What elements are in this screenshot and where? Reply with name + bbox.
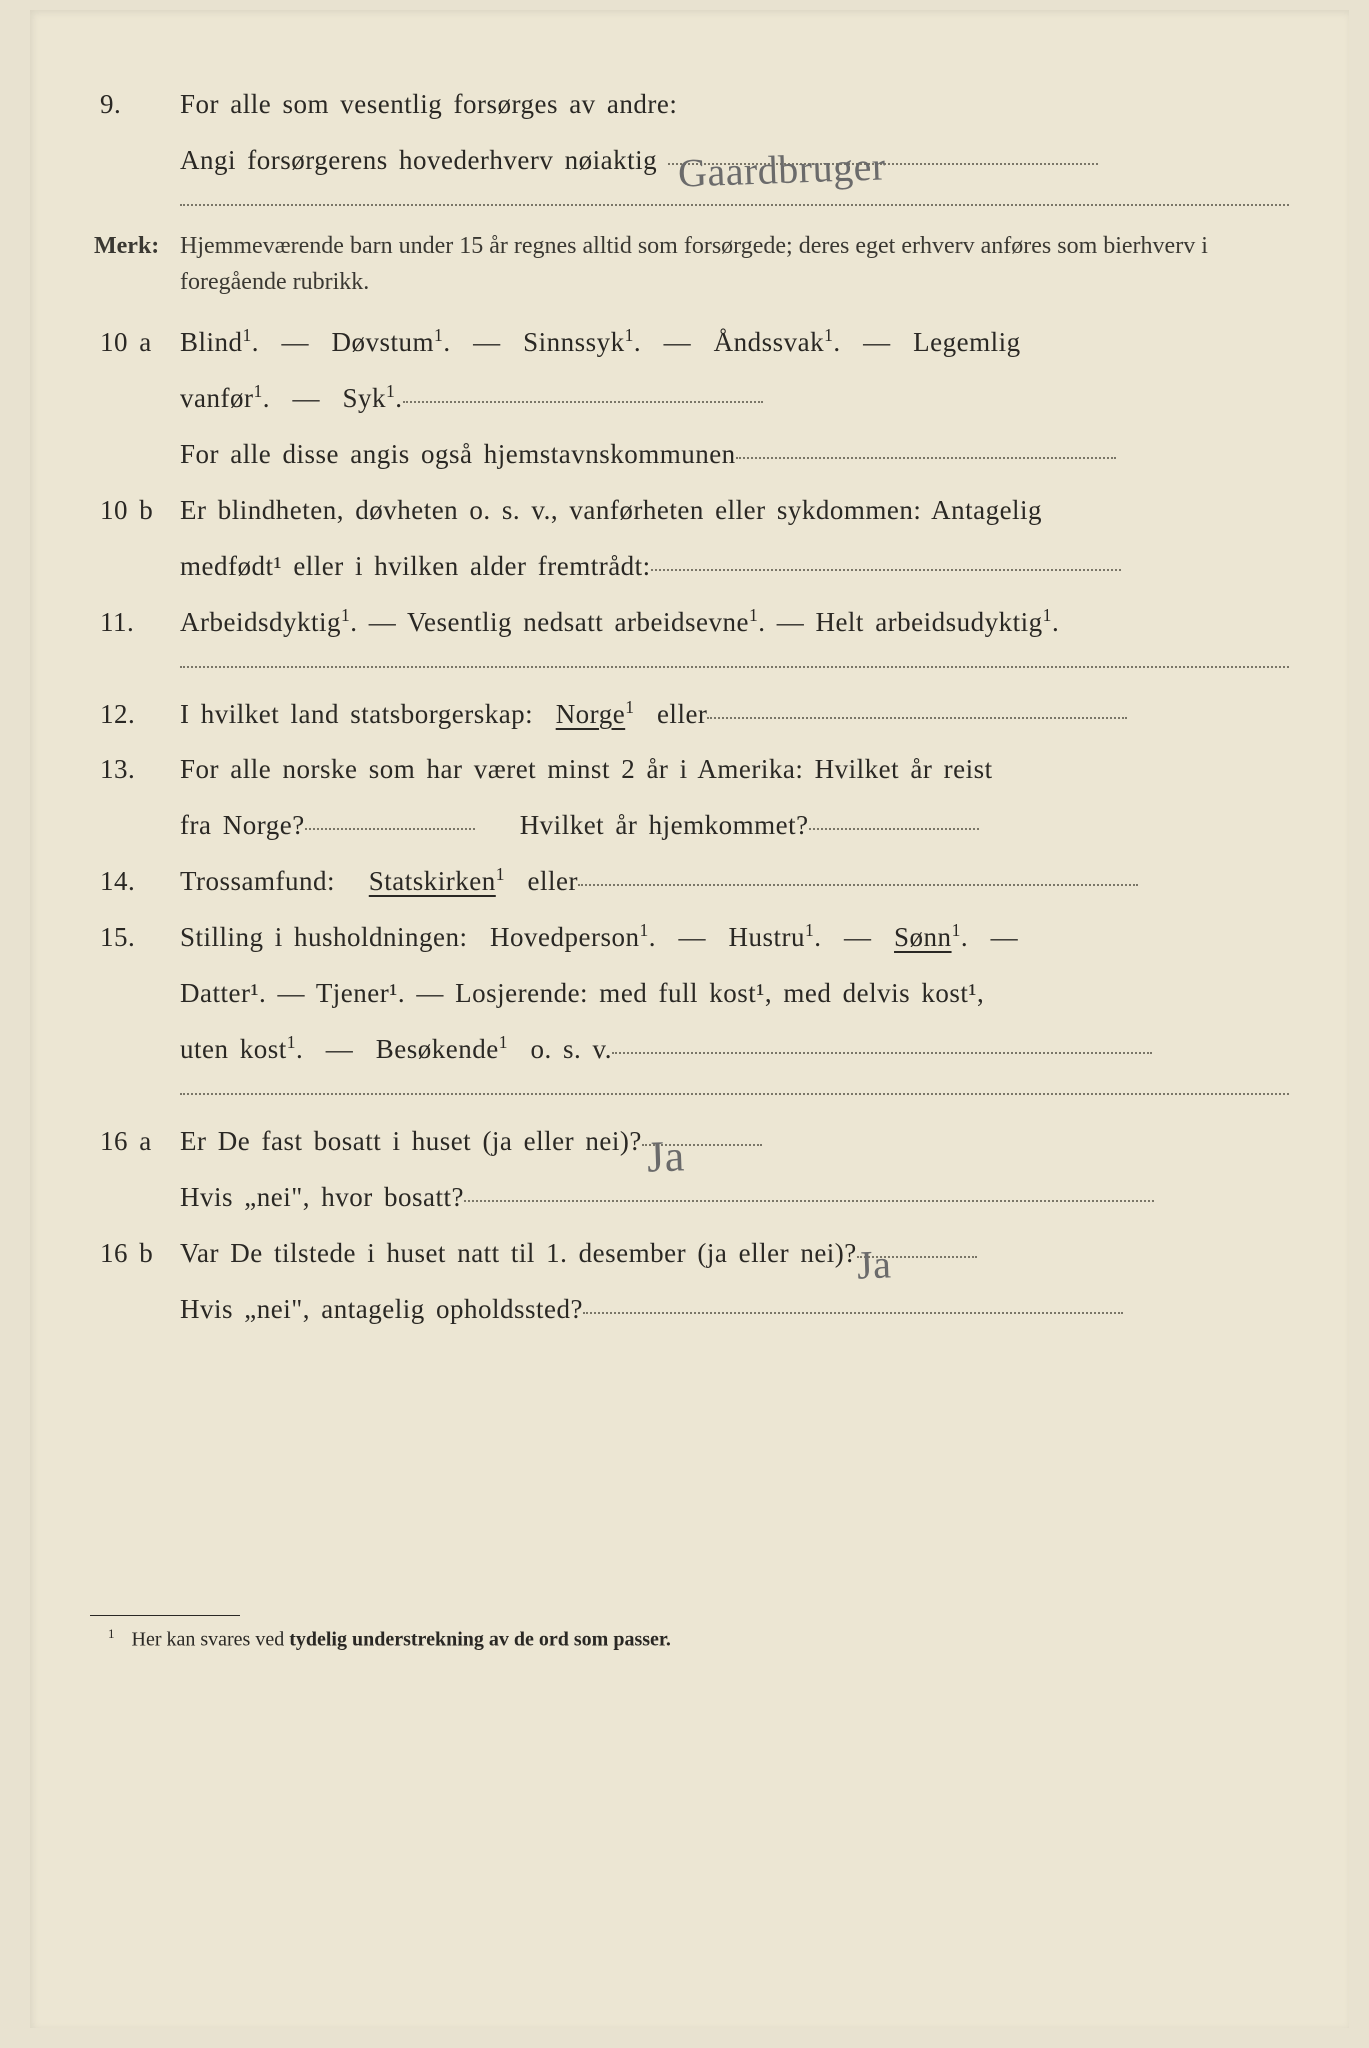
q13-text1: For alle norske som har været minst 2 år… (180, 745, 1289, 795)
q11-num: 11. (90, 598, 180, 648)
q10a-num: 10 a (90, 318, 180, 368)
q10a-line3: For alle disse angis også hjemstavnskomm… (90, 430, 1289, 480)
footnote: 1 Her kan svares ved tydelig understrekn… (90, 1626, 1289, 1652)
q12-num: 12. (90, 690, 180, 740)
q16a-line2: Hvis „nei", hvor bosatt? (90, 1173, 1289, 1223)
footnote-rule (90, 1615, 240, 1616)
q10a-line1: 10 a Blind1. — Døvstum1. — Sinnssyk1. — … (90, 318, 1289, 368)
q10b-text1: Er blindheten, døvheten o. s. v., vanfør… (180, 486, 1289, 536)
q10b-num: 10 b (90, 486, 180, 536)
q13-line1: 13. For alle norske som har været minst … (90, 745, 1289, 795)
q10b-line1: 10 b Er blindheten, døvheten o. s. v., v… (90, 486, 1289, 536)
q16a-line1: 16 a Er De fast bosatt i huset (ja eller… (90, 1117, 1289, 1167)
q14-num: 14. (90, 857, 180, 907)
q9-text1: For alle som vesentlig forsørges av andr… (180, 80, 1289, 130)
q15-selected: Sønn (894, 922, 952, 952)
q15-line2: Datter¹. — Tjener¹. — Losjerende: med fu… (90, 969, 1289, 1019)
q9-num: 9. (90, 80, 180, 130)
divider-3 (180, 1093, 1289, 1095)
q9-line2: Angi forsørgerens hovederhverv nøiaktig … (90, 136, 1289, 186)
q12: 12. I hvilket land statsborgerskap: Norg… (90, 690, 1289, 740)
q16b-answer: Ja (856, 1227, 893, 1302)
q15-num: 15. (90, 913, 180, 963)
q10a-line2: vanfør1. — Syk1. (90, 374, 1289, 424)
merk-row: Merk: Hjemmeværende barn under 15 år reg… (90, 228, 1289, 300)
q16a-blank: Ja (642, 1144, 762, 1146)
q10b-line2: medfødt¹ eller i hvilken alder fremtrådt… (90, 542, 1289, 592)
q9-line1: 9. For alle som vesentlig forsørges av a… (90, 80, 1289, 130)
q14-selected: Statskirken (369, 866, 496, 896)
q11: 11. Arbeidsdyktig1. — Vesentlig nedsatt … (90, 598, 1289, 648)
q16b-num: 16 b (90, 1229, 180, 1279)
q15-line1: 15. Stilling i husholdningen: Hovedperso… (90, 913, 1289, 963)
q15-text2: Datter¹. — Tjener¹. — Losjerende: med fu… (180, 969, 1289, 1019)
q9-answer: Gaardbruger (677, 129, 887, 210)
q15-line3: uten kost1. — Besøkende1 o. s. v. (90, 1025, 1289, 1075)
q16b-line1: 16 b Var De tilstede i huset natt til 1.… (90, 1229, 1289, 1279)
q16a-num: 16 a (90, 1117, 180, 1167)
merk-text: Hjemmeværende barn under 15 år regnes al… (180, 228, 1289, 300)
q16b-blank: Ja (857, 1256, 977, 1258)
q9-text2: Angi forsørgerens hovederhverv nøiaktig (180, 145, 657, 175)
merk-label: Merk: (90, 228, 180, 264)
q13-line2: fra Norge? Hvilket år hjemkommet? (90, 801, 1289, 851)
q16a-answer: Ja (645, 1115, 685, 1198)
form-page: 9. For alle som vesentlig forsørges av a… (30, 10, 1349, 2028)
divider-2 (180, 666, 1289, 668)
footnote-marker: 1 (108, 1626, 115, 1641)
q14: 14. Trossamfund: Statskirken1 eller (90, 857, 1289, 907)
q16b-line2: Hvis „nei", antagelig opholdssted? (90, 1285, 1289, 1335)
q12-selected: Norge (556, 699, 626, 729)
q13-num: 13. (90, 745, 180, 795)
q9-blank: Gaardbruger (668, 163, 1098, 165)
